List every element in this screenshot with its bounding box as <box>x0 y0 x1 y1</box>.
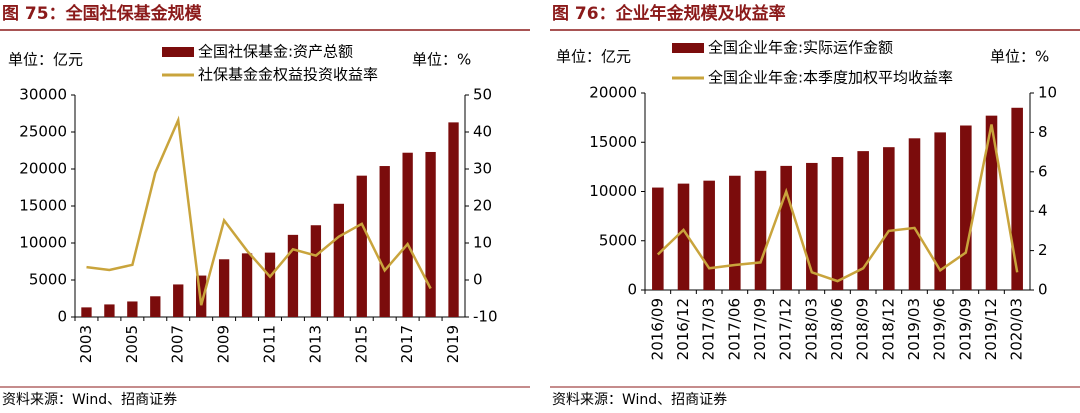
bar <box>831 157 844 290</box>
bar <box>1011 107 1023 291</box>
y-unit: 单位：亿元 <box>8 51 83 69</box>
line <box>656 124 1019 283</box>
bar <box>402 152 413 317</box>
y2-tick-label: 20 <box>473 197 492 215</box>
y2-tick-label: 8 <box>1038 123 1048 141</box>
y-tick-label: 20000 <box>19 160 67 178</box>
x-tick-label: 2003 <box>77 325 95 363</box>
x-tick-label: 2011 <box>261 325 279 363</box>
bar <box>448 122 459 317</box>
x-tick-label: 2019/06 <box>931 298 949 360</box>
bar <box>104 304 115 317</box>
bar <box>287 234 299 317</box>
bar <box>703 180 715 290</box>
x-tick-label: 2017/06 <box>725 298 743 360</box>
bar <box>81 307 92 317</box>
bar <box>652 187 664 290</box>
bar <box>310 225 322 317</box>
source: 资料来源：Wind、招商证券 <box>2 392 177 408</box>
line <box>86 115 432 306</box>
y2-tick-label: 4 <box>1038 202 1048 220</box>
y2-tick-label: 2 <box>1038 241 1048 259</box>
y2-tick-label: 10 <box>1038 84 1057 102</box>
y2-tick-label: 0 <box>473 271 483 289</box>
x-tick-label: 2007 <box>169 325 187 363</box>
x-tick-label: 2005 <box>123 325 141 363</box>
x-tick-label: 2017 <box>398 325 416 363</box>
bar <box>356 175 367 317</box>
bar <box>960 125 972 290</box>
bar <box>985 115 998 290</box>
legend-label: 全国社保基金:资产总额 <box>198 43 353 61</box>
x-tick-label: 2019/03 <box>905 298 923 360</box>
bar <box>934 132 946 290</box>
bar <box>173 284 184 317</box>
x-tick-label: 2017/12 <box>777 298 795 360</box>
legend-label: 社保基金金权益投资收益率 <box>198 66 378 84</box>
x-tick-label: 2019 <box>444 325 462 363</box>
x-tick-label: 2018/12 <box>879 298 897 360</box>
y2-tick-label: 6 <box>1038 162 1048 180</box>
y-tick-label: 5000 <box>599 231 637 249</box>
bar <box>218 259 230 317</box>
x-tick-label: 2017/09 <box>751 298 769 360</box>
y-tick-label: 20000 <box>589 84 637 102</box>
source: 资料来源：Wind、招商证券 <box>552 392 727 408</box>
legend-label: 全国企业年金:实际运作金额 <box>708 39 893 57</box>
y-tick-label: 25000 <box>19 123 67 141</box>
y2-tick-label: 50 <box>473 86 492 104</box>
y-tick-label: 0 <box>57 308 67 326</box>
y-tick-label: 5000 <box>29 271 67 289</box>
x-tick-label: 2018/06 <box>828 298 846 360</box>
bar <box>150 296 161 317</box>
chart-title: 图 76：企业年金规模及收益率 <box>552 3 786 24</box>
bar <box>780 165 792 290</box>
bar <box>857 151 869 290</box>
x-tick-label: 2018/03 <box>802 298 820 360</box>
y-tick-label: 10000 <box>19 234 67 252</box>
x-tick-label: 2017/03 <box>700 298 718 360</box>
x-tick-label: 2018/09 <box>854 298 872 360</box>
bar <box>425 151 436 317</box>
legend-swatch <box>672 43 704 53</box>
y2-unit: 单位：% <box>412 51 471 69</box>
bar <box>883 147 895 290</box>
x-tick-label: 2019/09 <box>956 298 974 360</box>
bar <box>241 253 253 317</box>
x-tick-label: 2016/09 <box>648 298 666 360</box>
y2-tick-label: -10 <box>473 308 498 326</box>
bar <box>264 252 276 317</box>
bar <box>729 175 741 290</box>
legend-label: 全国企业年金:本季度加权平均收益率 <box>708 69 953 87</box>
x-tick-label: 2009 <box>215 325 233 363</box>
y-tick-label: 0 <box>627 281 637 299</box>
y-unit: 单位：亿元 <box>556 48 631 66</box>
bar <box>379 166 390 317</box>
bar <box>333 203 344 317</box>
bar <box>677 183 690 290</box>
chart-title: 图 75：全国社保基金规模 <box>2 3 203 24</box>
bar <box>754 170 767 290</box>
legend-swatch <box>162 47 194 57</box>
y2-tick-label: 0 <box>1038 281 1048 299</box>
y-tick-label: 15000 <box>19 197 67 215</box>
x-tick-label: 2015 <box>352 325 370 363</box>
y-tick-label: 30000 <box>19 86 67 104</box>
y2-tick-label: 10 <box>473 234 492 252</box>
bar <box>806 162 818 290</box>
y-tick-label: 10000 <box>589 182 637 200</box>
y-tick-label: 15000 <box>589 133 637 151</box>
bar <box>908 138 921 290</box>
y2-unit: 单位：% <box>990 48 1049 66</box>
y2-tick-label: 40 <box>473 123 492 141</box>
x-tick-label: 2020/03 <box>1008 298 1026 360</box>
x-tick-label: 2019/12 <box>982 298 1000 360</box>
x-tick-label: 2016/12 <box>674 298 692 360</box>
y2-tick-label: 30 <box>473 160 492 178</box>
bar <box>127 301 138 317</box>
x-tick-label: 2013 <box>306 325 324 363</box>
